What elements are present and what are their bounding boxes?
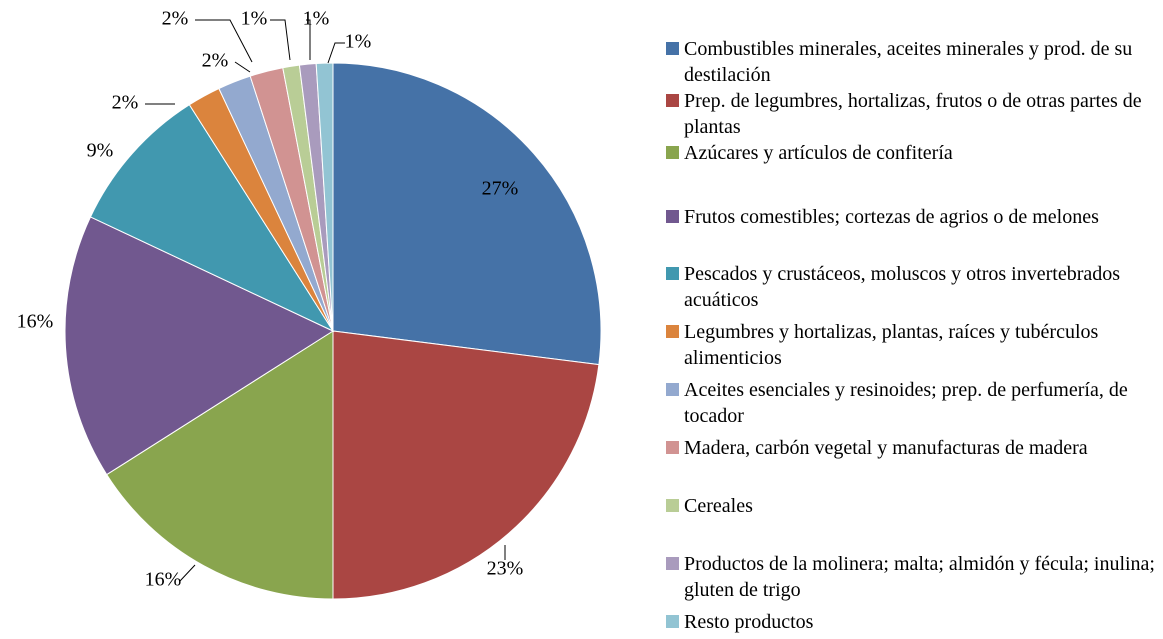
data-label: 16% (145, 569, 182, 591)
legend-label: Pescados y crustáceos, moluscos y otros … (684, 263, 1121, 311)
legend-label: Madera, carbón vegetal y manufacturas de… (684, 437, 1088, 459)
pie-slice (64, 216, 335, 476)
legend-label: Cereales (684, 495, 753, 517)
data-label: 23% (487, 558, 524, 580)
pie-slice (106, 330, 334, 600)
legend-swatch (666, 441, 679, 454)
leader-line (327, 42, 345, 64)
legend-swatch (666, 615, 679, 628)
legend-label: Productos de la molinera; malta; almidón… (684, 553, 1155, 601)
data-label: 2% (112, 92, 139, 114)
pie-slice (89, 104, 335, 333)
leader-line (306, 19, 311, 60)
leader-line (179, 564, 196, 582)
legend-swatch (666, 499, 679, 512)
leader-line (234, 61, 251, 73)
data-label: 2% (162, 8, 189, 30)
legend-swatch (666, 267, 679, 280)
legend-item: Pescados y crustáceos, moluscos y otros … (666, 261, 1156, 313)
legend-item: Aceites esenciales y resinoides; prep. d… (666, 377, 1156, 429)
legend-label: Aceites esenciales y resinoides; prep. d… (684, 379, 1128, 427)
legend-swatch (666, 94, 679, 107)
legend-item: Productos de la molinera; malta; almidón… (666, 551, 1156, 603)
legend-label: Resto productos (684, 611, 814, 633)
legend-swatch (666, 146, 679, 159)
legend-swatch (666, 42, 679, 55)
data-label: 1% (241, 8, 268, 30)
legend-item: Resto productos (666, 609, 1156, 635)
data-label: 27% (482, 178, 519, 200)
legend-item: Combustibles minerales, aceites minerale… (666, 36, 1156, 88)
legend-item: Cereales (666, 493, 1156, 519)
data-label: 1% (345, 31, 372, 53)
legend-label: Legumbres y hortalizas, plantas, raíces … (684, 321, 1099, 369)
pie-slice (315, 62, 334, 332)
pie-slice (332, 330, 600, 600)
legend-swatch (666, 210, 679, 223)
legend-label: Azúcares y artículos de confitería (684, 142, 953, 164)
legend-swatch (666, 383, 679, 396)
pie-slice (332, 62, 602, 366)
data-label: 2% (202, 50, 229, 72)
legend-label: Frutos comestibles; cortezas de agrios o… (684, 206, 1099, 228)
data-label: 16% (17, 311, 54, 333)
pie-area: 27% 23% 16% 16% 9% 2% 2% 2% 1% 1% 1% (17, 8, 602, 600)
legend-label: Combustibles minerales, aceites minerale… (684, 38, 1133, 86)
legend-item: Azúcares y artículos de confitería (666, 140, 1156, 166)
data-label: 1% (303, 8, 330, 30)
legend-item: Madera, carbón vegetal y manufacturas de… (666, 435, 1156, 461)
legend-item: Legumbres y hortalizas, plantas, raíces … (666, 319, 1156, 371)
legend-label: Prep. de legumbres, hortalizas, frutos o… (684, 90, 1142, 138)
legend-item: Frutos comestibles; cortezas de agrios o… (666, 204, 1156, 230)
leader-line (270, 19, 291, 61)
legend-item: Prep. de legumbres, hortalizas, frutos o… (666, 88, 1156, 140)
legend-swatch (666, 325, 679, 338)
data-label: 9% (87, 140, 114, 162)
leader-line (195, 19, 253, 63)
legend-swatch (666, 557, 679, 570)
